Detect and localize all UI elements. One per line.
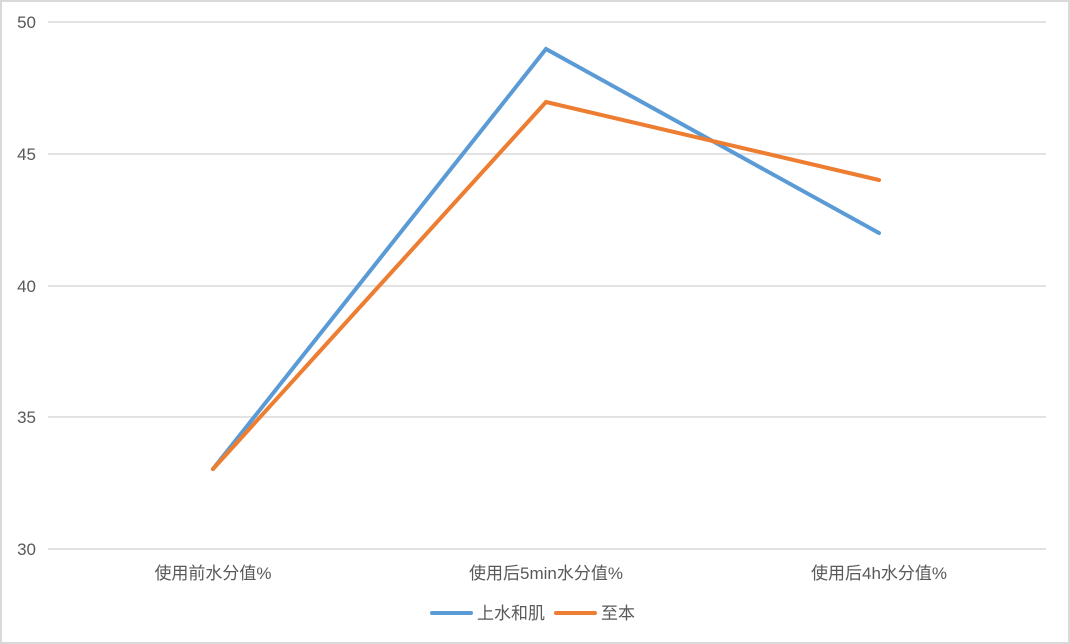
y-axis: 50 45 40 35 30 bbox=[17, 13, 36, 559]
series-line-zhiben[interactable] bbox=[211, 99, 881, 471]
x-tick-label: 使用前水分值% bbox=[154, 563, 271, 583]
legend-item-shangshuihaji[interactable]: 上水和肌 bbox=[430, 604, 545, 623]
legend: 上水和肌 至本 bbox=[430, 604, 635, 623]
legend-label: 上水和肌 bbox=[477, 604, 545, 623]
y-tick-label: 40 bbox=[17, 277, 36, 296]
series-line-shangshuihaji[interactable] bbox=[211, 46, 881, 471]
x-axis: 使用前水分值% 使用后5min水分值% 使用后4h水分值% bbox=[154, 563, 947, 583]
x-tick-label: 使用后4h水分值% bbox=[811, 563, 947, 583]
y-tick-label: 50 bbox=[17, 13, 36, 32]
legend-label: 至本 bbox=[601, 604, 635, 623]
legend-item-zhiben[interactable]: 至本 bbox=[554, 604, 635, 623]
gridlines bbox=[48, 21, 1046, 550]
y-tick-label: 45 bbox=[17, 145, 36, 164]
x-tick-label: 使用后5min水分值% bbox=[469, 563, 623, 583]
y-tick-label: 35 bbox=[17, 408, 36, 427]
y-tick-label: 30 bbox=[17, 540, 36, 559]
